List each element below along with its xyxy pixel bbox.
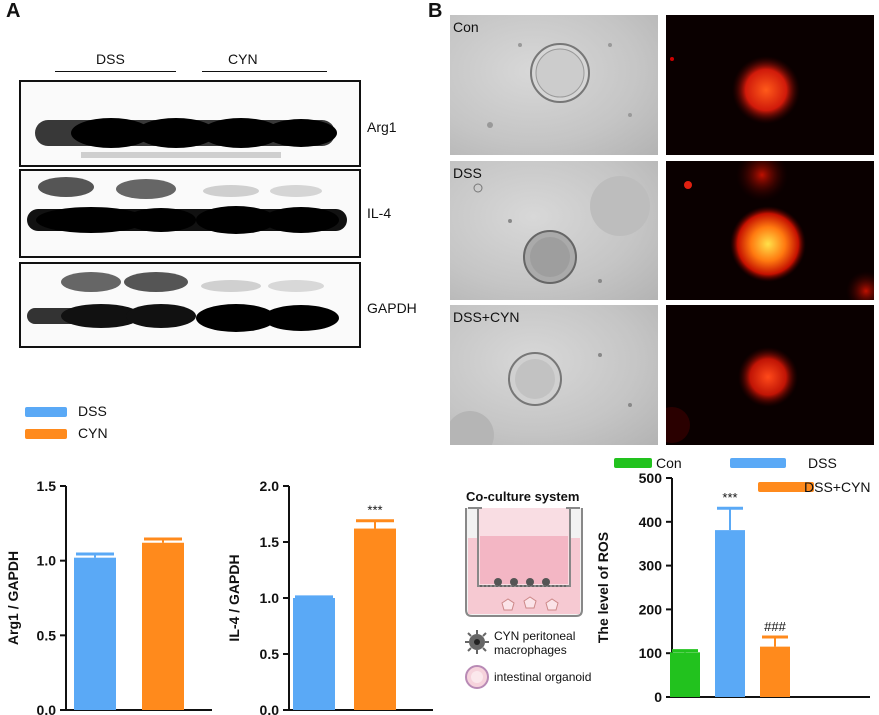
blot-label-arg1: Arg1: [367, 119, 397, 135]
chart-y-tick-label: 0.5: [260, 646, 280, 662]
macrophage-icon: [465, 630, 489, 654]
organoid-dss-cyn-fl: [666, 347, 798, 443]
panel-letter-a: A: [6, 0, 21, 22]
blot-group-label-dss: DSS: [96, 51, 125, 67]
chart-legend-swatch: [614, 458, 652, 468]
chart-y-label: Arg1 / GAPDH: [5, 551, 21, 645]
chart-ros: 0 100 200 300 400 500 The level of ROS *** ### Co…: [595, 455, 871, 705]
coculture-diagram: [465, 507, 583, 617]
chart-bar: [670, 652, 700, 697]
blot-label-il4: IL-4: [367, 205, 392, 221]
blot-il4: [19, 169, 361, 258]
blot-group-line-dss: [55, 71, 176, 72]
blot-group-label-cyn: CYN: [228, 51, 258, 67]
chart-legend-label: Con: [656, 455, 682, 471]
chart-y-tick-label: 1.5: [37, 478, 57, 494]
chart-significance-label: ###: [764, 619, 786, 634]
chart-bar: [142, 542, 184, 710]
blot-gapdh: [19, 262, 361, 348]
chart-il4-gapdh: 0.0 0.5 1.0 1.5 2.0 IL-4 / GAPDH ***: [226, 478, 433, 715]
chart-bar: [760, 646, 790, 697]
blot-arg1: [19, 80, 361, 167]
legend-swatch-dss: [25, 407, 67, 417]
micro-label-con: Con: [453, 19, 479, 35]
organoid-con-fl: [670, 56, 800, 124]
chart-y-tick-label: 200: [639, 601, 663, 617]
chart-legend-label: DSS: [808, 455, 837, 471]
micro-fluorescence-con: [666, 15, 874, 155]
coculture-title: Co-culture system: [466, 489, 580, 504]
blot-label-gapdh: GAPDH: [367, 300, 417, 316]
chart-y-tick-label: 1.5: [260, 534, 280, 550]
blot-gapdh-bands: [27, 272, 339, 332]
chart-significance-label: ***: [722, 490, 737, 505]
chart-y-tick-label: 1.0: [260, 590, 280, 606]
blot-il4-bands: [27, 177, 347, 234]
chart-y-tick-label: 0.0: [37, 702, 57, 715]
chart-y-label: IL-4 / GAPDH: [226, 554, 242, 641]
blot-arg1-bands: [35, 118, 337, 158]
chart-bar: [715, 530, 745, 697]
chart-y-tick-label: 0.5: [37, 627, 57, 643]
legend-label-cyn: CYN: [78, 425, 108, 441]
chart-y-label: The level of ROS: [595, 532, 611, 643]
chart-y-tick-label: 400: [639, 514, 663, 530]
macrophage-label-1: CYN peritoneal: [494, 629, 576, 643]
chart-bar: [354, 528, 396, 710]
organoid-cells: [501, 596, 559, 611]
micro-fluorescence-dss: [666, 161, 874, 300]
chart-y-tick-label: 1.0: [37, 553, 57, 569]
panel-letter-b: B: [428, 0, 443, 22]
chart-arg1-gapdh: 0.0 0.5 1.0 1.5 Arg1 / GAPDH: [5, 478, 212, 715]
organoid-dss-cyn-bf: [450, 352, 632, 445]
legend-swatch-cyn: [25, 429, 67, 439]
chart-y-tick-label: 500: [639, 470, 663, 486]
micro-brightfield-dss: DSS: [450, 161, 658, 300]
legend-label-dss: DSS: [78, 403, 107, 419]
chart-y-tick-label: 100: [639, 645, 663, 661]
micro-brightfield-dss-cyn: DSS+CYN: [450, 305, 658, 445]
blot-group-line-cyn: [202, 71, 327, 72]
macrophage-label-2: macrophages: [494, 643, 567, 657]
chart-y-tick-label: 0.0: [260, 702, 280, 715]
organoid-dss-bf: [473, 176, 650, 284]
chart-y-tick-label: 2.0: [260, 478, 280, 494]
micro-fluorescence-dss-cyn: [666, 305, 874, 445]
chart-significance-label: ***: [367, 503, 382, 518]
micro-label-dss: DSS: [453, 165, 482, 181]
chart-legend-swatch: [730, 458, 786, 468]
chart-legend-swatch: [758, 482, 814, 492]
organoid-icon: [465, 665, 489, 689]
organoid-con-bf: [487, 43, 632, 128]
chart-bar: [293, 598, 335, 710]
micro-brightfield-con: Con: [450, 15, 658, 155]
organoid-label: intestinal organoid: [494, 670, 592, 684]
macrophage-cells: [494, 578, 550, 586]
chart-y-tick-label: 0: [654, 689, 662, 705]
chart-legend-label: DSS+CYN: [804, 479, 871, 495]
chart-bar: [74, 557, 116, 710]
organoid-dss-fl: [684, 161, 874, 300]
micro-label-dss-cyn: DSS+CYN: [453, 309, 520, 325]
chart-y-tick-label: 300: [639, 558, 663, 574]
